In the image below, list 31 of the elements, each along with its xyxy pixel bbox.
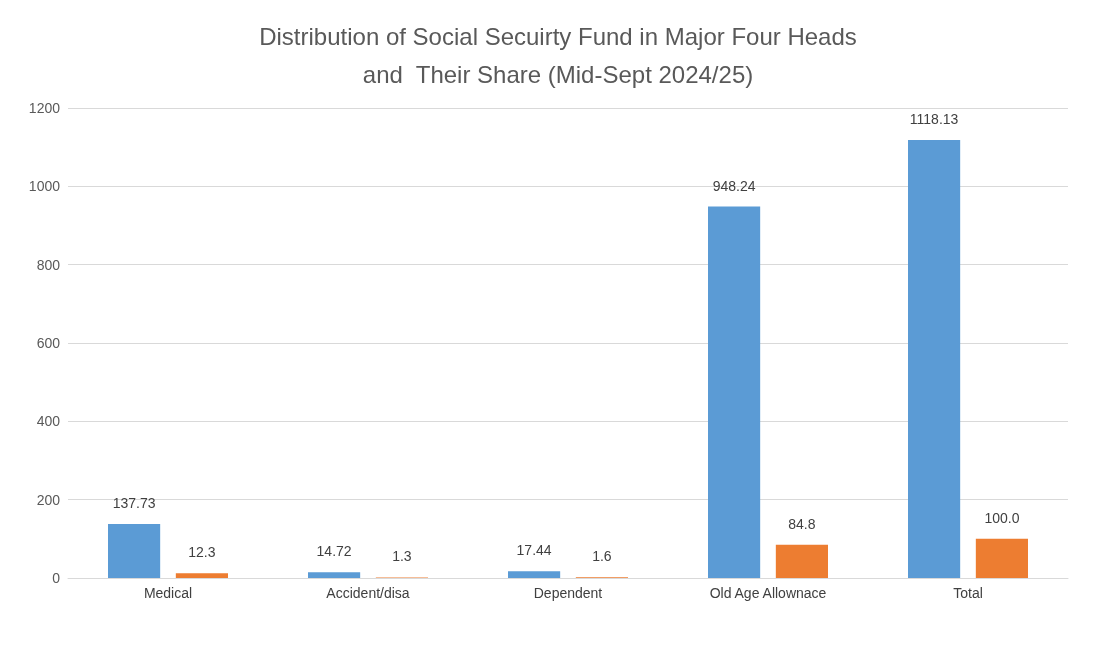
x-tick-label: Old Age Allownace — [709, 585, 827, 601]
data-label: 137.73 — [112, 495, 156, 512]
bar — [975, 538, 1028, 578]
bar — [775, 544, 828, 578]
bar — [308, 572, 361, 578]
data-label: 1118.13 — [909, 111, 959, 128]
data-label: 100.0 — [984, 509, 1020, 526]
chart-title: Distribution of Social Secuirty Fund in Major Four Heads and Their Share (Mid-Sept 2024/25) — [259, 22, 857, 88]
x-tick-label: Medical — [143, 585, 193, 601]
y-tick-label: 400 — [36, 413, 61, 430]
data-label: 1.6 — [592, 548, 612, 565]
x-tick-label: Accident/disa — [326, 585, 410, 601]
bar — [508, 571, 561, 578]
x-tick-label: Dependent — [533, 585, 603, 601]
data-label: 84.8 — [788, 515, 816, 532]
data-label: 1.3 — [392, 548, 412, 565]
data-label: 14.72 — [316, 543, 352, 560]
bar — [108, 524, 161, 578]
y-tick-label: 800 — [36, 256, 61, 273]
x-tick-label: Total — [953, 585, 983, 601]
bar — [908, 140, 961, 578]
bar — [708, 206, 761, 578]
bar — [175, 573, 228, 578]
data-label: 17.44 — [516, 542, 552, 559]
y-tick-label: 200 — [36, 491, 61, 508]
y-tick-label: 0 — [52, 570, 61, 586]
data-label: 12.3 — [188, 544, 216, 561]
y-tick-label: 1200 — [28, 100, 61, 116]
y-tick-label: 600 — [36, 335, 61, 351]
y-tick-label: 1000 — [28, 178, 61, 195]
data-label: 948.24 — [712, 177, 756, 194]
